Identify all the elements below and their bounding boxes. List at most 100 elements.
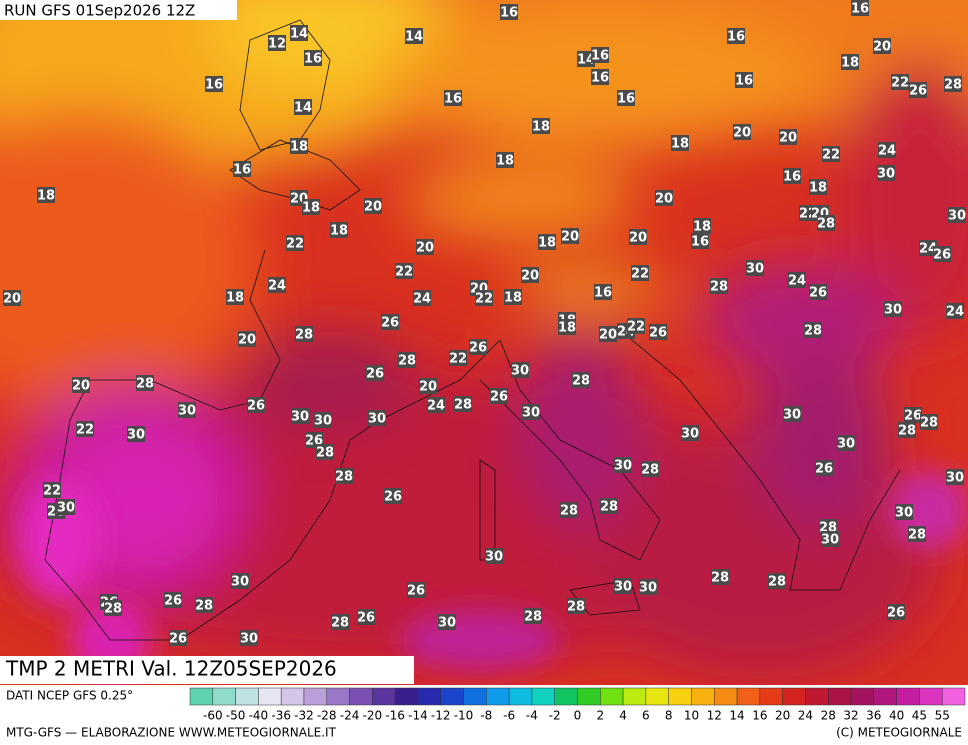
colorbar-cell xyxy=(577,687,601,706)
label-box xyxy=(286,235,304,251)
label-box xyxy=(76,421,94,437)
label-box xyxy=(427,397,445,413)
label-box xyxy=(691,233,709,249)
temperature-label: 14 xyxy=(290,27,308,42)
colorbar-label: -20 xyxy=(363,709,383,723)
colorbar-label: 28 xyxy=(821,709,836,723)
colorbar-cell xyxy=(941,687,966,706)
temperature-label: 18 xyxy=(302,201,320,216)
colorbar-label: -40 xyxy=(249,709,269,723)
colorbar-cell xyxy=(235,687,259,706)
label-box xyxy=(920,414,938,430)
temperature-label: 16 xyxy=(205,78,223,93)
label-box xyxy=(693,218,711,234)
label-box xyxy=(364,198,382,214)
title-box xyxy=(0,656,414,684)
label-box xyxy=(490,388,508,404)
temperature-label: 26 xyxy=(815,462,833,477)
temperature-label: 30 xyxy=(127,428,145,443)
label-box xyxy=(891,74,909,90)
colorbar-label: -2 xyxy=(549,709,561,723)
temperature-label: 22 xyxy=(627,320,645,335)
label-box xyxy=(416,239,434,255)
label-box xyxy=(178,402,196,418)
label-box xyxy=(3,290,21,306)
label-box xyxy=(294,99,312,115)
label-box xyxy=(384,488,402,504)
label-box xyxy=(735,72,753,88)
temperature-label: 24 xyxy=(919,242,937,257)
temperature-label: 26 xyxy=(366,367,384,382)
temperature-label: 16 xyxy=(304,52,322,67)
temperature-label: 28 xyxy=(768,575,786,590)
label-box xyxy=(104,600,122,616)
label-box xyxy=(330,222,348,238)
label-box xyxy=(594,284,612,300)
temperature-label: 16 xyxy=(444,92,462,107)
label-box xyxy=(711,569,729,585)
label-box xyxy=(72,377,90,393)
temperature-label: 26 xyxy=(887,606,905,621)
label-box xyxy=(919,240,937,256)
temperature-label: 20 xyxy=(521,269,539,284)
label-box xyxy=(746,260,764,276)
colorbar-label: -10 xyxy=(454,709,474,723)
label-box xyxy=(395,263,413,279)
temperature-label: 28 xyxy=(136,377,154,392)
temperature-label: 20 xyxy=(416,241,434,256)
temperature-label: 30 xyxy=(368,412,386,427)
colorbar-cell xyxy=(508,687,533,706)
label-box xyxy=(511,362,529,378)
colorbar-label: 16 xyxy=(752,709,767,723)
label-box xyxy=(821,531,839,547)
colorbar-label: 14 xyxy=(729,709,744,723)
label-box xyxy=(614,457,632,473)
label-box xyxy=(641,461,659,477)
label-box xyxy=(898,422,916,438)
temperature-label: 18 xyxy=(504,291,522,306)
label-box xyxy=(627,318,645,334)
temperature-label: 30 xyxy=(877,167,895,182)
temperature-label: 20 xyxy=(599,328,617,343)
colorbar-label: 12 xyxy=(707,709,722,723)
label-box xyxy=(444,90,462,106)
label-box xyxy=(804,322,822,338)
temperature-label: 18 xyxy=(532,120,550,135)
colorbar-label: 0 xyxy=(574,709,582,723)
label-box xyxy=(837,435,855,451)
colorbar-label: -28 xyxy=(317,709,337,723)
label-box xyxy=(290,25,308,41)
label-box xyxy=(944,76,962,92)
temperature-label: 22 xyxy=(822,148,840,163)
temperature-label: 18 xyxy=(558,321,576,336)
temperature-label: 14 xyxy=(294,101,312,116)
label-box xyxy=(127,426,145,442)
label-box xyxy=(779,129,797,145)
label-box xyxy=(884,301,902,317)
label-box xyxy=(522,404,540,420)
temperature-label: 30 xyxy=(946,471,964,486)
temperature-label: 28 xyxy=(295,328,313,343)
temperature-label: 24 xyxy=(427,399,445,414)
colorbar-cell xyxy=(258,687,282,706)
temperature-label: 28 xyxy=(641,463,659,478)
temperature-label: 30 xyxy=(681,427,699,442)
colorbar-cell xyxy=(759,687,783,706)
label-box xyxy=(485,548,503,564)
label-box xyxy=(357,609,375,625)
colorbar-label: 40 xyxy=(889,709,904,723)
colorbar-label: -60 xyxy=(203,709,223,723)
temperature-label: 20 xyxy=(3,292,21,307)
colorbar-label: -8 xyxy=(480,709,492,723)
temperature-label: 26 xyxy=(649,326,667,341)
label-box xyxy=(304,50,322,66)
colorbar-cell xyxy=(645,687,669,706)
temperature-label: 30 xyxy=(821,533,839,548)
label-box xyxy=(809,179,827,195)
colorbar-cell xyxy=(736,687,761,706)
label-box xyxy=(419,378,437,394)
temperature-label: 30 xyxy=(511,364,529,379)
temperature-label: 28 xyxy=(331,616,349,631)
label-box xyxy=(577,51,595,67)
